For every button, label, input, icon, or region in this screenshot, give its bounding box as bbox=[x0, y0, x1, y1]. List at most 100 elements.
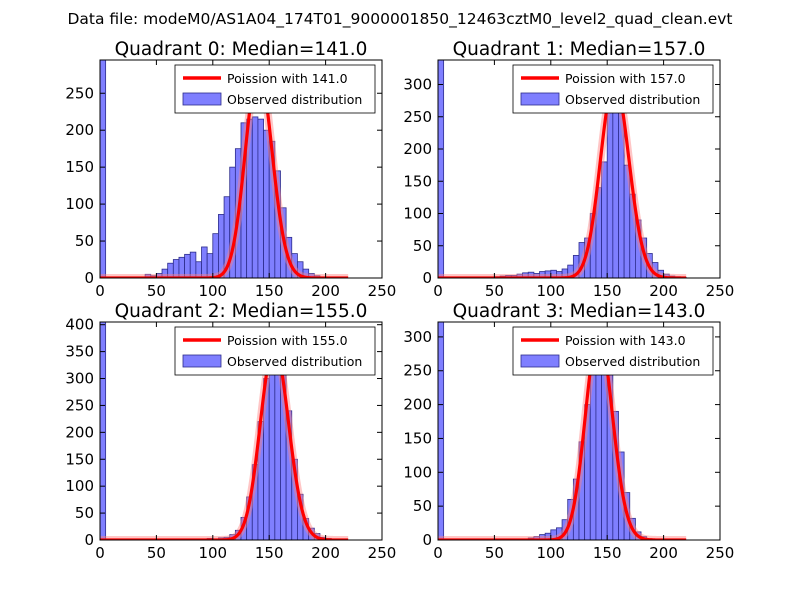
quadrant-1-xtick-label: 150 bbox=[593, 282, 622, 300]
quadrant-1-axes-frame bbox=[437, 59, 721, 279]
quadrant-0-xtick-label: 100 bbox=[198, 282, 227, 300]
quadrant-2-ytick-label: 400 bbox=[65, 316, 94, 334]
quadrant-2-xtick-label: 100 bbox=[198, 544, 227, 562]
quadrant-3-xtick-label: 0 bbox=[433, 544, 443, 562]
quadrant-2-xtick-label: 0 bbox=[95, 544, 105, 562]
quadrant-1-ytick-label: 0 bbox=[422, 269, 432, 287]
quadrant-2-ytick-label: 0 bbox=[84, 531, 94, 549]
quadrant-0-xtick-label: 250 bbox=[368, 282, 397, 300]
quadrant-3-xtick-label: 200 bbox=[649, 544, 678, 562]
quadrant-3-ytick-label: 150 bbox=[403, 429, 432, 447]
quadrant-3-legend-poisson-label: Poission with 143.0 bbox=[565, 333, 686, 348]
quadrant-1-bar bbox=[601, 161, 608, 278]
quadrant-3-legend: Poission with 143.0 Observed distribution bbox=[512, 326, 714, 376]
quadrant-0-axes-frame bbox=[99, 59, 383, 279]
quadrant-2-panel: 0 50 100 150 200 250 0 50 100 150 200 250 300 350 400 Q… bbox=[65, 301, 396, 562]
quadrant-2-ytick-label: 350 bbox=[65, 343, 94, 361]
quadrant-0-legend-observed-label: Observed distribution bbox=[227, 92, 362, 107]
quadrant-0-ytick-label: 50 bbox=[75, 232, 94, 250]
quadrant-3-legend-bar-swatch bbox=[520, 354, 560, 368]
quadrant-3-ytick-label: 50 bbox=[413, 497, 432, 515]
quadrant-3-bar bbox=[595, 353, 602, 540]
quadrant-0-bar bbox=[212, 233, 219, 278]
quadrant-1-legend: Poission with 157.0 Observed distribution bbox=[512, 64, 714, 114]
quadrant-2-legend-box bbox=[174, 326, 376, 376]
quadrant-0-legend-bar-swatch bbox=[182, 92, 222, 106]
quadrant-0-ytick-label: 0 bbox=[84, 269, 94, 287]
quadrant-3-axes-frame bbox=[437, 321, 721, 541]
quadrant-0-panel: 0 50 100 150 200 250 0 50 100 150 200 250 Quadrant 0… bbox=[65, 39, 396, 300]
quadrant-3-ytick-label: 250 bbox=[403, 362, 432, 380]
quadrant-1-xtick-label: 0 bbox=[433, 282, 443, 300]
quadrant-0-ytick-label: 100 bbox=[65, 195, 94, 213]
quadrant-0-bar bbox=[201, 246, 208, 278]
quadrant-1-ytick-label: 150 bbox=[403, 172, 432, 190]
quadrant-0-ytick-label: 150 bbox=[65, 158, 94, 176]
quadrant-0-ytick-label: 200 bbox=[65, 121, 94, 139]
quadrant-1-legend-poisson-label: Poission with 157.0 bbox=[565, 71, 686, 86]
quadrant-0-bar bbox=[100, 60, 107, 278]
quadrant-2-ytick-label: 250 bbox=[65, 396, 94, 414]
quadrant-2-ytick-label: 100 bbox=[65, 477, 94, 495]
quadrant-1-ytick-label: 100 bbox=[403, 205, 432, 223]
quadrant-3-ytick-label: 0 bbox=[422, 531, 432, 549]
quadrant-2-legend-poisson-label: Poission with 155.0 bbox=[227, 333, 348, 348]
quadrant-0-legend-poisson-label: Poission with 141.0 bbox=[227, 71, 348, 86]
quadrant-2-xtick-label: 200 bbox=[311, 544, 340, 562]
quadrant-1-panel: 0 50 100 150 200 250 0 50 100 150 200 250 300 Quadran… bbox=[403, 39, 734, 300]
quadrant-0-title: Quadrant 0: Median=141.0 bbox=[115, 39, 368, 60]
quadrant-3-ytick-label: 200 bbox=[403, 396, 432, 414]
quadrant-1-legend-bar-swatch bbox=[520, 92, 560, 106]
quadrant-1-xtick-label: 100 bbox=[536, 282, 565, 300]
quadrant-1-xtick-label: 50 bbox=[485, 282, 504, 300]
quadrant-2-ytick-label: 50 bbox=[75, 504, 94, 522]
quadrant-1-ytick-label: 300 bbox=[403, 76, 432, 94]
quadrant-2-bar bbox=[100, 322, 107, 540]
quadrant-3-panel: 0 50 100 150 200 250 0 50 100 150 200 250 300 Quadran… bbox=[403, 301, 734, 562]
quadrant-0-xtick-label: 0 bbox=[95, 282, 105, 300]
quadrant-1-bar bbox=[438, 60, 445, 278]
quadrant-1-ytick-label: 250 bbox=[403, 108, 432, 126]
quadrant-3-ytick-label: 300 bbox=[403, 328, 432, 346]
quadrant-2-legend-observed-label: Observed distribution bbox=[227, 354, 362, 369]
quadrant-3-poisson-curve bbox=[438, 331, 687, 540]
quadrant-2-legend: Poission with 155.0 Observed distribution bbox=[174, 326, 376, 376]
quadrant-2-ytick-label: 300 bbox=[65, 370, 94, 388]
quadrant-0-bar bbox=[251, 116, 259, 278]
quadrant-3-plot bbox=[438, 322, 690, 540]
quadrant-1-ytick-label: 200 bbox=[403, 140, 432, 158]
quadrant-1-ytick-label: 50 bbox=[413, 237, 432, 255]
quadrant-3-xtick-label: 100 bbox=[536, 544, 565, 562]
quadrant-2-ytick-label: 150 bbox=[65, 450, 94, 468]
quadrant-2-xtick-label: 250 bbox=[368, 544, 397, 562]
quadrant-0-poisson-curve bbox=[100, 68, 349, 278]
quadrant-1-xtick-label: 250 bbox=[706, 282, 735, 300]
quadrant-2-legend-bar-swatch bbox=[182, 354, 222, 368]
figure-title: Data file: modeM0/AS1A04_174T01_90000018… bbox=[67, 10, 732, 29]
quadrant-1-bar bbox=[612, 84, 619, 278]
quadrant-2-xtick-label: 150 bbox=[255, 544, 284, 562]
quadrant-0-xtick-label: 50 bbox=[147, 282, 166, 300]
quadrant-0-xtick-label: 150 bbox=[255, 282, 284, 300]
quadrant-0-legend: Poission with 141.0 Observed distribution bbox=[174, 64, 376, 114]
quadrant-1-title: Quadrant 1: Median=157.0 bbox=[453, 39, 706, 60]
quadrant-2-ytick-label: 200 bbox=[65, 423, 94, 441]
quadrant-1-legend-observed-label: Observed distribution bbox=[565, 92, 700, 107]
quadrant-0-ytick-label: 250 bbox=[65, 84, 94, 102]
quadrant-2-title: Quadrant 2: Median=155.0 bbox=[115, 301, 368, 322]
quadrant-3-legend-observed-label: Observed distribution bbox=[565, 354, 700, 369]
quadrant-0-xtick-label: 200 bbox=[311, 282, 340, 300]
quadrant-3-xtick-label: 50 bbox=[485, 544, 504, 562]
quadrant-2-xtick-label: 50 bbox=[147, 544, 166, 562]
quadrant-1-xtick-label: 200 bbox=[649, 282, 678, 300]
quadrant-3-xtick-label: 150 bbox=[593, 544, 622, 562]
quadrant-3-ytick-label: 100 bbox=[403, 463, 432, 481]
quadrant-3-bar bbox=[438, 322, 445, 540]
quadrant-2-axes-frame bbox=[99, 321, 383, 541]
quadrant-3-title: Quadrant 3: Median=143.0 bbox=[453, 301, 706, 322]
quadrant-2-bar bbox=[268, 361, 276, 540]
quadrant-0-bar bbox=[257, 118, 264, 278]
quadrant-3-xtick-label: 250 bbox=[706, 544, 735, 562]
quadrant-0-plot bbox=[100, 60, 352, 278]
